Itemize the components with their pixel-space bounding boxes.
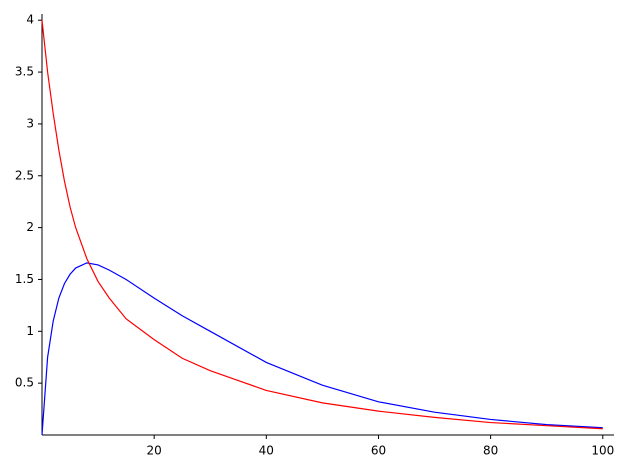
y-tick-label: 1 (26, 324, 34, 338)
y-tick-label: 1.5 (15, 272, 34, 286)
y-tick-label: 3 (26, 116, 34, 130)
x-tick-label: 60 (371, 444, 386, 458)
y-tick-label: 0.5 (15, 376, 34, 390)
x-tick-label: 80 (483, 444, 498, 458)
line-series (41, 262, 603, 436)
y-tick-label: 4 (26, 13, 34, 27)
y-tick-label: 3.5 (15, 65, 34, 79)
y-tick-label: 2.5 (15, 168, 34, 182)
x-tick-label: 100 (591, 444, 614, 458)
x-tick-label: 20 (147, 444, 162, 458)
line-series (41, 20, 603, 430)
y-tick-label: 2 (26, 220, 34, 234)
x-tick-label: 40 (259, 444, 274, 458)
